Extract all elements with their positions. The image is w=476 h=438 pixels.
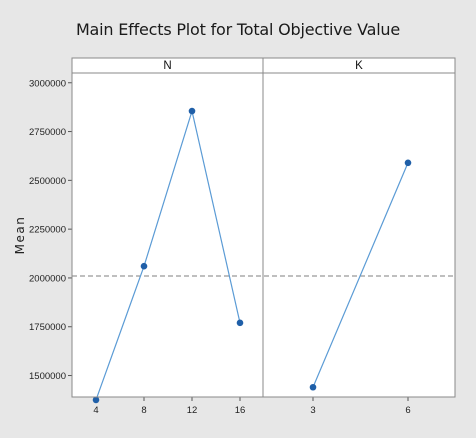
data-point-k (404, 159, 412, 167)
data-point-n (236, 319, 244, 327)
series-line-n (95, 108, 241, 401)
data-point-n (188, 107, 196, 115)
plot-border (71, 57, 456, 398)
y-axis-label: Mean (13, 216, 27, 255)
series-line-k (312, 162, 409, 388)
y-tick-label: 3000000 (29, 78, 66, 89)
x-tick-label: 3 (310, 405, 315, 416)
panel-label-k: K (355, 60, 363, 72)
y-tick-label: 2750000 (29, 127, 66, 138)
data-point-n (92, 396, 100, 404)
y-tick-label: 1500000 (29, 371, 66, 382)
y-tick-label: 2250000 (29, 225, 66, 236)
chart-title: Main Effects Plot for Total Objective Va… (75, 20, 401, 39)
y-tick-label: 1750000 (29, 322, 66, 333)
data-point-k (309, 383, 317, 391)
x-tick-label: 8 (141, 405, 146, 416)
x-tick-label: 4 (93, 405, 98, 416)
y-tick-label: 2500000 (29, 176, 66, 187)
x-tick-label: 6 (405, 405, 410, 416)
x-tick-label: 16 (235, 405, 246, 416)
panel-label-n: N (163, 60, 171, 72)
x-tick-label: 12 (187, 405, 198, 416)
data-point-n (140, 262, 148, 270)
y-tick-label: 2000000 (29, 273, 66, 284)
